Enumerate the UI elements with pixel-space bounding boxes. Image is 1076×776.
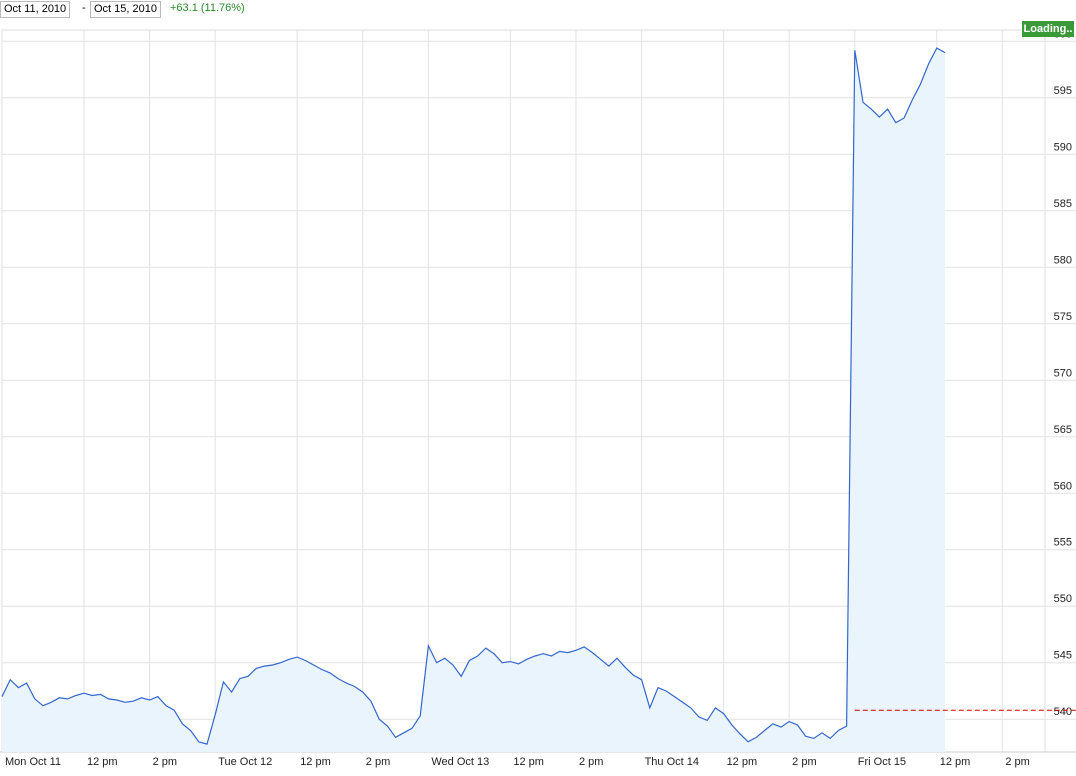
y-tick-label: 565 [1054, 424, 1072, 436]
x-tick-label: 12 pm [727, 756, 758, 768]
x-tick-label: 12 pm [87, 756, 118, 768]
y-tick-label: 595 [1054, 85, 1072, 97]
x-tick-label: Wed Oct 13 [431, 756, 489, 768]
x-tick-label: 2 pm [366, 756, 390, 768]
x-tick-label: 12 pm [513, 756, 544, 768]
x-tick-label: 2 pm [1005, 756, 1029, 768]
x-tick-label: 2 pm [153, 756, 177, 768]
y-tick-label: 570 [1054, 367, 1072, 379]
x-tick-label: Tue Oct 12 [218, 756, 272, 768]
x-tick-label: Mon Oct 11 [5, 756, 61, 768]
price-line [1, 47, 946, 745]
x-tick-label: 2 pm [579, 756, 603, 768]
x-tick-label: 12 pm [940, 756, 971, 768]
area [2, 48, 945, 753]
y-tick-label: 550 [1054, 593, 1072, 605]
y-tick-label: 590 [1054, 141, 1072, 153]
y-tick-label: 580 [1054, 254, 1072, 266]
loading-badge: Loading.. [1022, 21, 1074, 37]
change: +63.1 (11.76%) [170, 2, 245, 14]
y-tick-label: 540 [1054, 706, 1072, 718]
x-tick-label: Fri Oct 15 [858, 756, 906, 768]
start-date[interactable]: Oct 11, 2010 [0, 1, 71, 18]
x-tick-label: 2 pm [792, 756, 816, 768]
x-tick-label: Thu Oct 14 [645, 756, 699, 768]
y-tick-label: 545 [1054, 650, 1072, 662]
y-tick-label: 575 [1054, 311, 1072, 323]
y-tick-label: 555 [1054, 537, 1072, 549]
separator: - [82, 2, 86, 14]
end-date[interactable]: Oct 15, 2010 [90, 1, 161, 18]
y-tick-label: 585 [1054, 198, 1072, 210]
y-tick-label: 560 [1054, 480, 1072, 492]
x-tick-label: 12 pm [300, 756, 331, 768]
